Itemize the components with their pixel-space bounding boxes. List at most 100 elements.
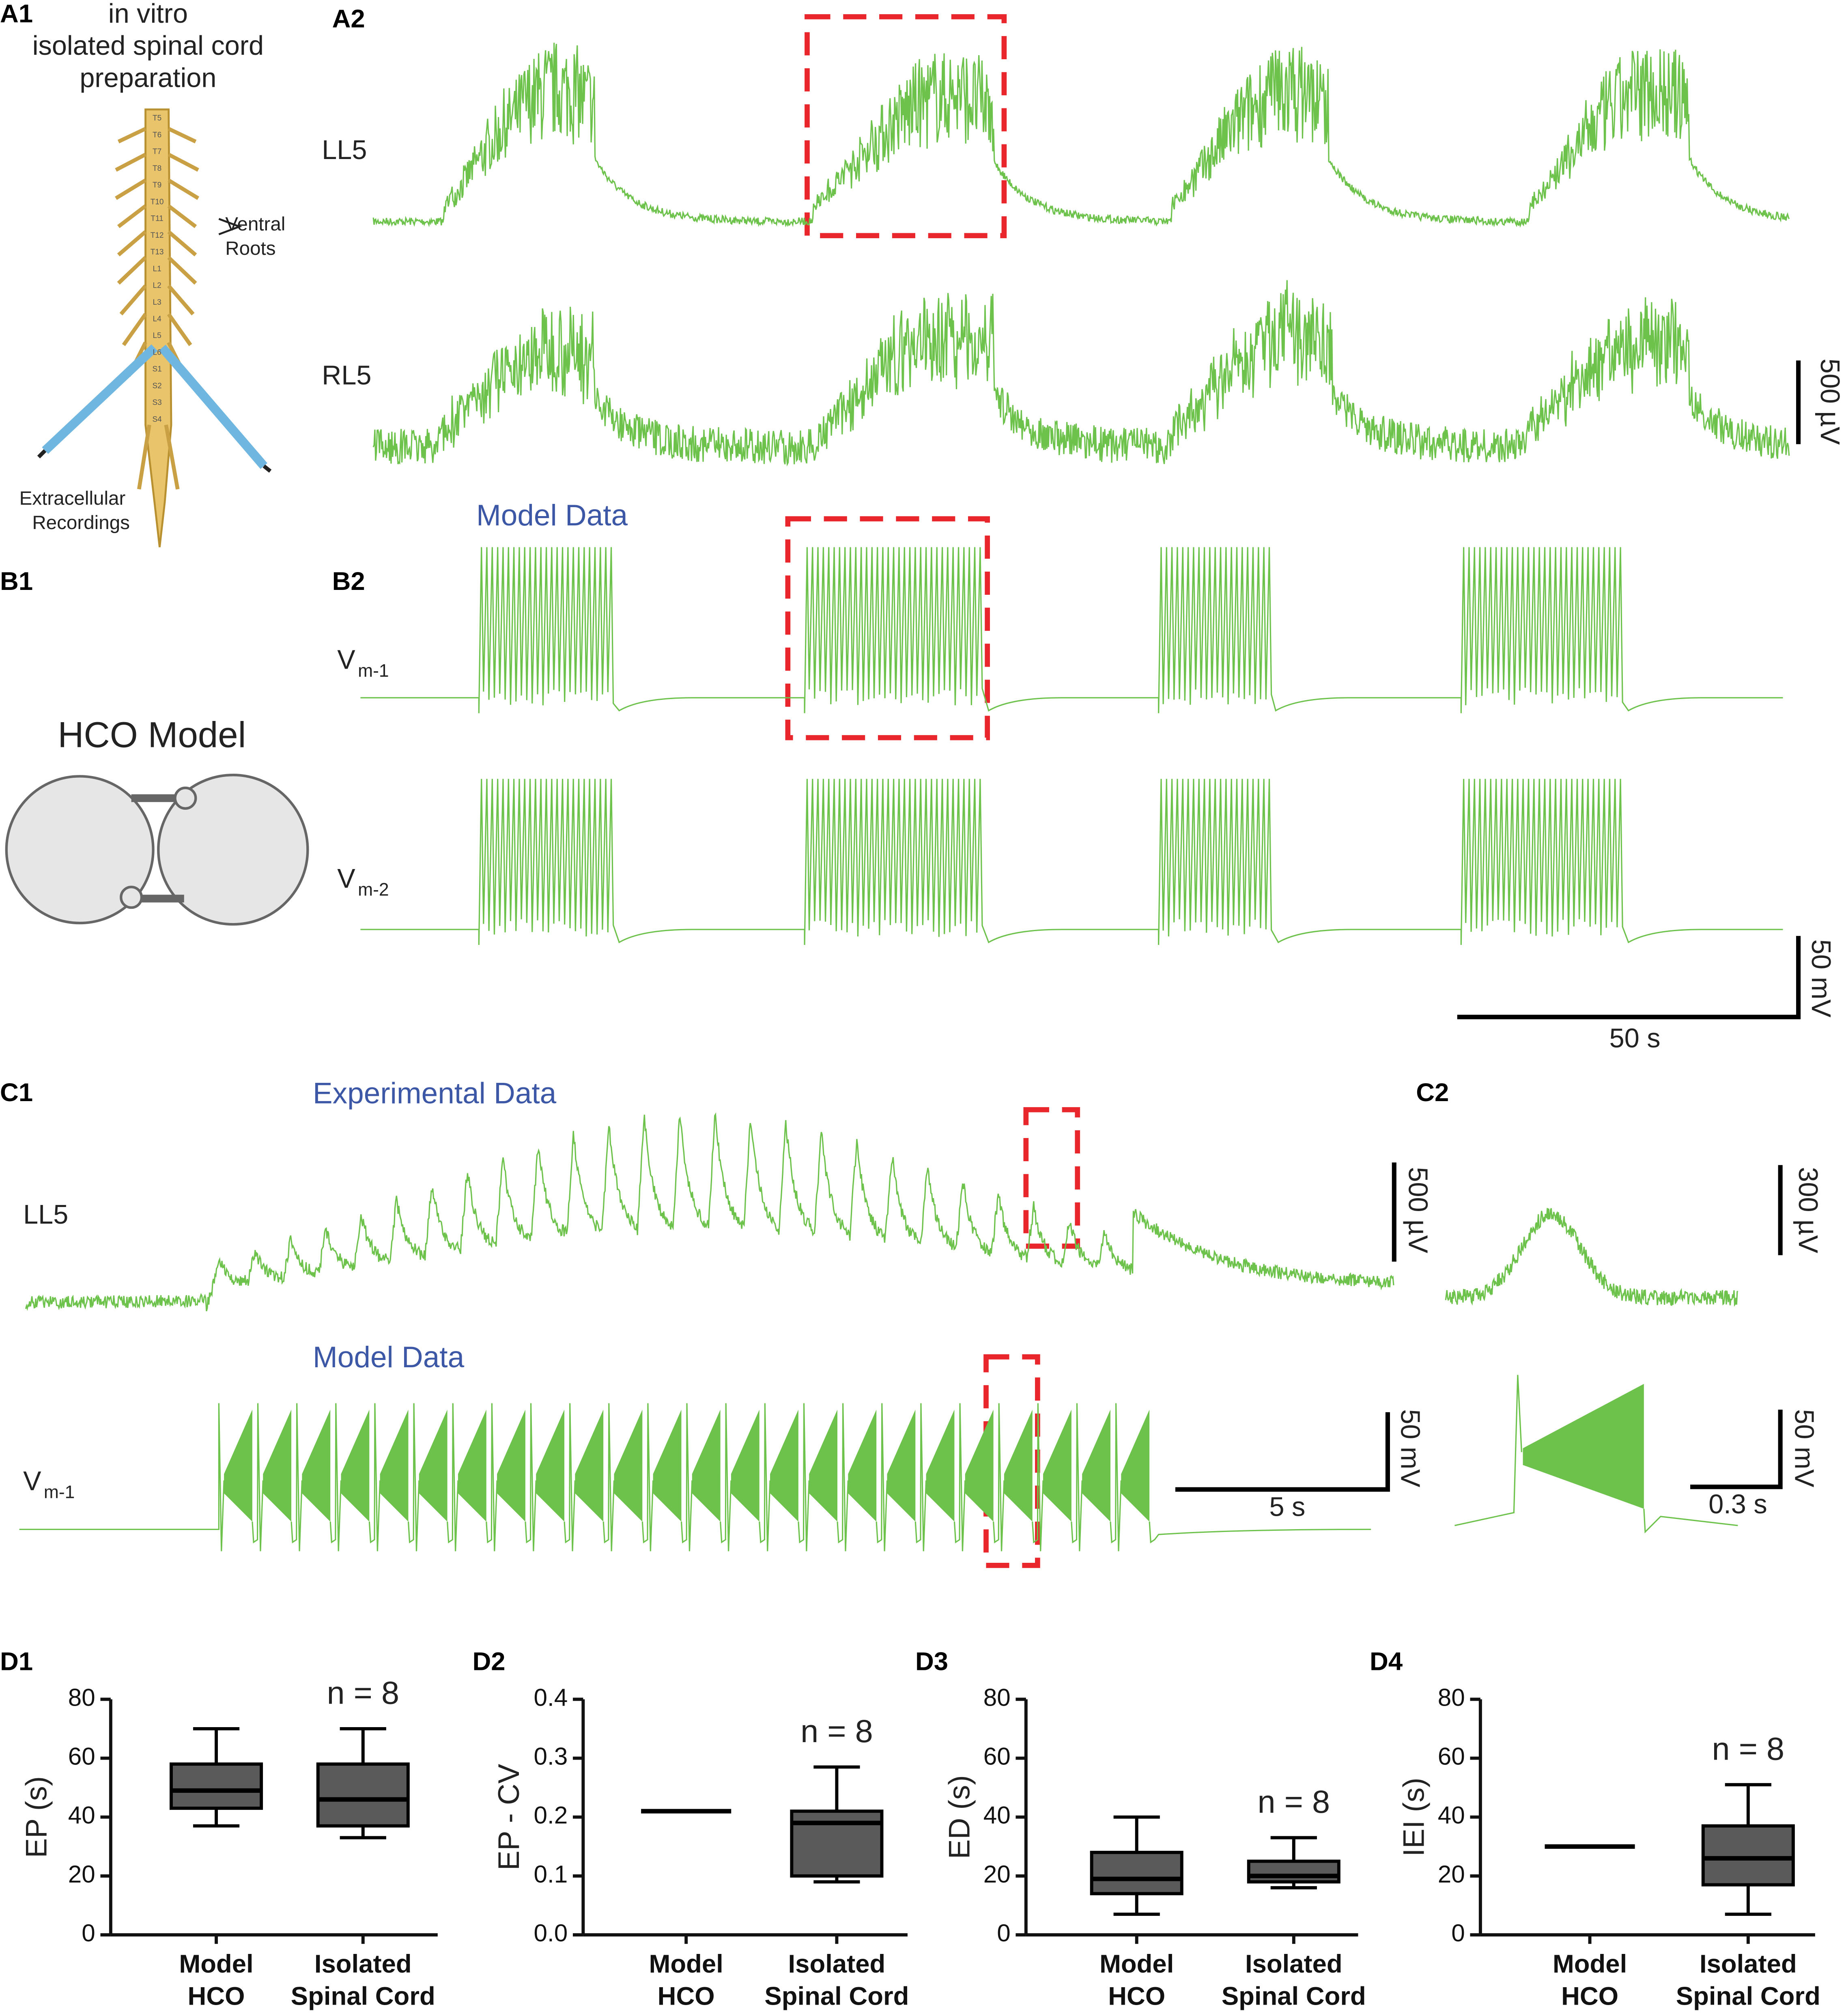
model-label: HCO Model	[58, 715, 246, 755]
trace	[372, 43, 1790, 228]
x-tick-label: Model	[1553, 1950, 1627, 1978]
trace-label: V	[337, 645, 355, 675]
y-tick-label: 20	[68, 1860, 95, 1888]
y-tick-label: 0.2	[534, 1801, 568, 1829]
burst	[887, 1409, 916, 1522]
trace-label: V	[23, 1466, 41, 1496]
x-tick-label: Isolated	[314, 1950, 412, 1978]
y-tick-label: 40	[68, 1801, 95, 1829]
panel-label: B2	[332, 567, 365, 596]
x-tick-label: HCO	[1561, 1982, 1618, 2010]
segment-label: T11	[151, 215, 163, 223]
y-tick-label: 20	[983, 1860, 1011, 1888]
y-tick-label: 80	[68, 1683, 95, 1711]
segment-label: T7	[153, 148, 161, 156]
burst	[497, 1409, 525, 1522]
y-tick-label: 40	[1438, 1801, 1465, 1829]
scale-bars	[1175, 360, 1801, 1492]
burst	[263, 1409, 292, 1522]
y-axis-label: ED (s)	[943, 1775, 976, 1859]
y-tick-label: 0.3	[534, 1742, 568, 1770]
panel-label: A2	[332, 5, 365, 33]
burst	[926, 1409, 955, 1522]
box	[1247, 1859, 1340, 1884]
scale-label: 50 s	[1609, 1023, 1661, 1053]
segment-label: T8	[153, 164, 161, 173]
segment-label: T9	[153, 181, 161, 189]
burst	[965, 1409, 994, 1522]
trace-label: V	[337, 864, 355, 894]
burst	[380, 1409, 409, 1522]
box	[316, 1762, 410, 1828]
hco-diagram	[5, 774, 309, 926]
panel-label: D2	[472, 1647, 505, 1676]
x-tick-label: Spinal Cord	[291, 1982, 435, 2010]
x-tick-label: Spinal Cord	[1676, 1982, 1820, 2010]
trace	[360, 547, 1783, 713]
y-axis-label: EP - CV	[493, 1764, 525, 1870]
burst	[341, 1409, 370, 1522]
x-tick-label: Isolated	[1700, 1950, 1797, 1978]
y-tick-label: 0.0	[534, 1919, 568, 1947]
burst	[224, 1409, 252, 1522]
burst	[575, 1409, 604, 1522]
y-tick-label: 0	[997, 1919, 1011, 1947]
panel-label: A1	[0, 0, 33, 28]
y-tick-label: 80	[983, 1683, 1011, 1711]
x-tick-label: Isolated	[1245, 1950, 1343, 1978]
burst	[653, 1409, 682, 1522]
label: Roots	[225, 238, 275, 259]
trace	[25, 1112, 1394, 1312]
scale-label: 50 mV	[1789, 1409, 1819, 1487]
y-tick-label: 20	[1438, 1860, 1465, 1888]
burst	[770, 1409, 798, 1522]
segment-label: T5	[153, 114, 161, 123]
x-tick-label: Spinal Cord	[1222, 1982, 1366, 2010]
scale-label: 500 µV	[1403, 1167, 1433, 1253]
segment-label: L4	[153, 315, 162, 323]
trace-label-sub: m-2	[358, 880, 389, 899]
section-title: Model Data	[313, 1341, 465, 1374]
trace	[19, 1403, 1371, 1551]
y-tick-label: 60	[983, 1742, 1011, 1770]
box	[1090, 1850, 1183, 1896]
burst	[302, 1409, 331, 1522]
y-tick-label: 60	[1438, 1742, 1465, 1770]
scale-label: 50 mV	[1395, 1409, 1425, 1487]
y-tick-label: 0.1	[534, 1860, 568, 1888]
segment-label: T6	[153, 131, 161, 139]
burst	[1523, 1383, 1644, 1509]
panel-label: B1	[0, 567, 33, 596]
segment-label: L2	[153, 282, 161, 290]
trace-label-sub: m-1	[44, 1482, 75, 1502]
label: Ventral	[225, 213, 285, 235]
x-tick-label: Spinal Cord	[764, 1982, 909, 2010]
segment-label: T12	[151, 231, 164, 240]
burst	[1082, 1409, 1110, 1522]
panel-title: preparation	[80, 63, 216, 93]
y-tick-label: 0	[1451, 1919, 1465, 1947]
trace	[372, 280, 1790, 467]
burst	[1043, 1409, 1071, 1522]
y-tick-label: 40	[983, 1801, 1011, 1829]
panel-title: in vitro	[108, 0, 188, 29]
box	[1701, 1824, 1795, 1887]
burst	[848, 1409, 877, 1522]
x-tick-label: Model	[179, 1950, 253, 1978]
scale-label: 300 µV	[1793, 1167, 1823, 1253]
y-tick-label: 60	[68, 1742, 95, 1770]
x-tick-label: Isolated	[788, 1950, 886, 1978]
trace	[1454, 1375, 1738, 1534]
y-axis-label: EP (s)	[20, 1776, 53, 1858]
label: Recordings	[32, 512, 130, 534]
trace-label: LL5	[322, 135, 367, 165]
annotation: n = 8	[800, 1713, 873, 1749]
label: Extracellular	[19, 488, 126, 509]
panel-label: D1	[0, 1647, 33, 1676]
x-tick-label: Model	[649, 1950, 723, 1978]
x-tick-label: HCO	[1108, 1982, 1165, 2010]
y-tick-label: 0.4	[534, 1683, 568, 1711]
annotation: n = 8	[327, 1674, 399, 1710]
panel-label: C2	[1416, 1078, 1449, 1107]
